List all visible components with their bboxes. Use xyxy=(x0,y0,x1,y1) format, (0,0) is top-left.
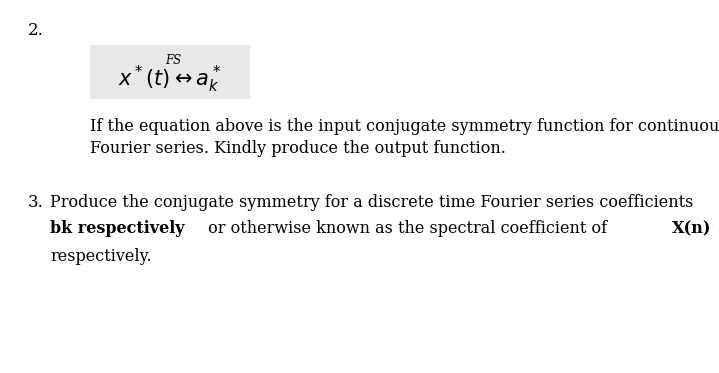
Text: or otherwise known as the spectral coefficient of: or otherwise known as the spectral coeff… xyxy=(203,220,613,237)
FancyBboxPatch shape xyxy=(90,45,250,99)
Text: respectively.: respectively. xyxy=(50,248,152,265)
Text: $x^*(t)\leftrightarrow a^*_k$: $x^*(t)\leftrightarrow a^*_k$ xyxy=(119,63,221,95)
Text: Fourier series. Kindly produce the output function.: Fourier series. Kindly produce the outpu… xyxy=(90,140,506,157)
Text: bk respectively: bk respectively xyxy=(50,220,185,237)
Text: Produce the conjugate symmetry for a discrete time Fourier series coefficients: Produce the conjugate symmetry for a dis… xyxy=(50,194,698,211)
Text: FS: FS xyxy=(165,54,181,67)
Text: 3.: 3. xyxy=(28,194,44,211)
Text: and: and xyxy=(713,220,719,237)
Text: X(n): X(n) xyxy=(672,220,711,237)
Text: 2.: 2. xyxy=(28,22,44,39)
Text: If the equation above is the input conjugate symmetry function for continuous ti: If the equation above is the input conju… xyxy=(90,118,719,135)
